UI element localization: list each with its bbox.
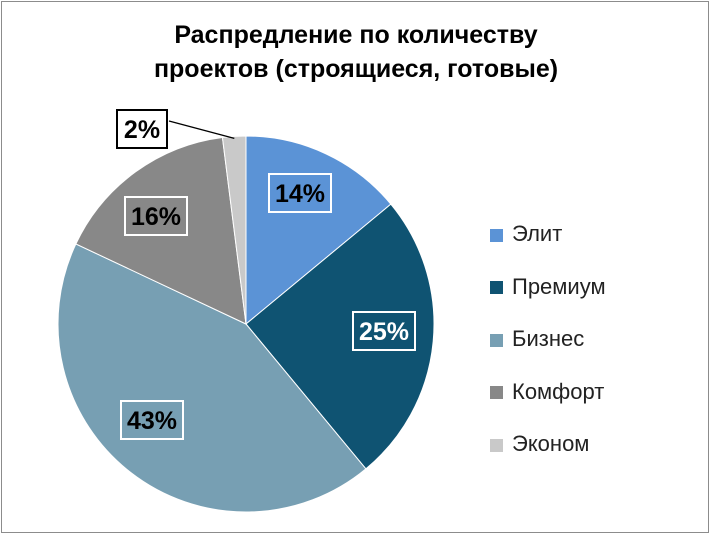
data-label-box-2 — [352, 311, 416, 351]
legend: Элит Премиум Бизнес Комфорт Эконом — [490, 208, 606, 471]
legend-swatch — [490, 333, 503, 347]
legend-swatch — [490, 228, 503, 242]
legend-swatch — [490, 438, 503, 452]
pie-slice-2 — [245, 203, 435, 470]
legend-swatch — [490, 386, 503, 400]
leader-line — [168, 120, 235, 139]
pie-slice-3 — [57, 243, 367, 513]
chart-title: Распредление по количеству проектов (стр… — [0, 18, 712, 86]
legend-item-1: Элит — [490, 208, 606, 261]
legend-label: Элит — [512, 221, 563, 247]
pie-slice-4 — [75, 136, 247, 325]
legend-swatch — [490, 281, 503, 295]
legend-label: Бизнес — [512, 326, 585, 352]
pie-slice-5 — [221, 135, 247, 325]
pie-slice-1 — [245, 135, 392, 326]
legend-label: Комфорт — [512, 378, 605, 404]
chart-title-line-1: Распредление по количеству — [174, 21, 538, 49]
data-label-1: 14% — [275, 180, 325, 208]
legend-item-3: Бизнес — [490, 313, 606, 366]
data-label-5: 2% — [124, 116, 160, 144]
legend-item-2: Премиум — [490, 261, 606, 314]
legend-item-5: Эконом — [490, 418, 606, 471]
legend-label: Эконом — [512, 431, 590, 457]
data-label-box-3 — [120, 400, 184, 440]
data-label-box-4 — [124, 196, 188, 236]
data-label-box-1 — [268, 173, 332, 213]
data-label-3: 43% — [127, 407, 177, 435]
data-label-box-5 — [116, 109, 168, 149]
legend-label: Премиум — [512, 273, 606, 299]
legend-item-4: Комфорт — [490, 366, 606, 419]
data-label-2: 25% — [359, 318, 409, 346]
data-label-4: 16% — [131, 203, 181, 231]
chart-title-line-2: проектов (строящиеся, готовые) — [153, 55, 559, 83]
